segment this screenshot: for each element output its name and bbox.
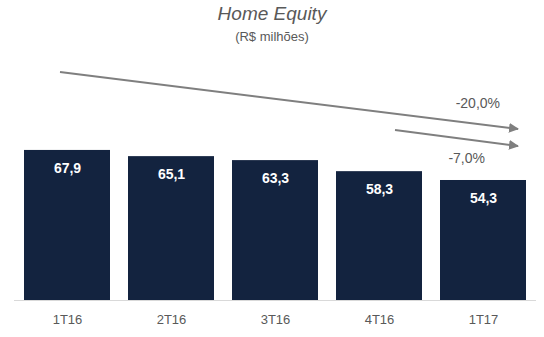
svg-text:65,1: 65,1 (158, 166, 185, 182)
svg-text:1T17: 1T17 (469, 312, 499, 327)
html-text:(R$ milhões): (R$ milhões) (235, 29, 309, 44)
svg-text:-7,0%: -7,0% (448, 150, 485, 166)
svg-text:63,3: 63,3 (262, 170, 289, 186)
svg-text:58,3: 58,3 (366, 181, 393, 197)
svg-text:1T16: 1T16 (53, 312, 83, 327)
svg-text:54,3: 54,3 (470, 190, 497, 206)
svg-text:2T16: 2T16 (157, 312, 187, 327)
html-text:Home Equity: Home Equity (217, 3, 327, 24)
svg-text:-20,0%: -20,0% (456, 95, 500, 111)
svg-text:3T16: 3T16 (261, 312, 291, 327)
svg-text:4T16: 4T16 (365, 312, 395, 327)
svg-text:67,9: 67,9 (54, 160, 81, 176)
